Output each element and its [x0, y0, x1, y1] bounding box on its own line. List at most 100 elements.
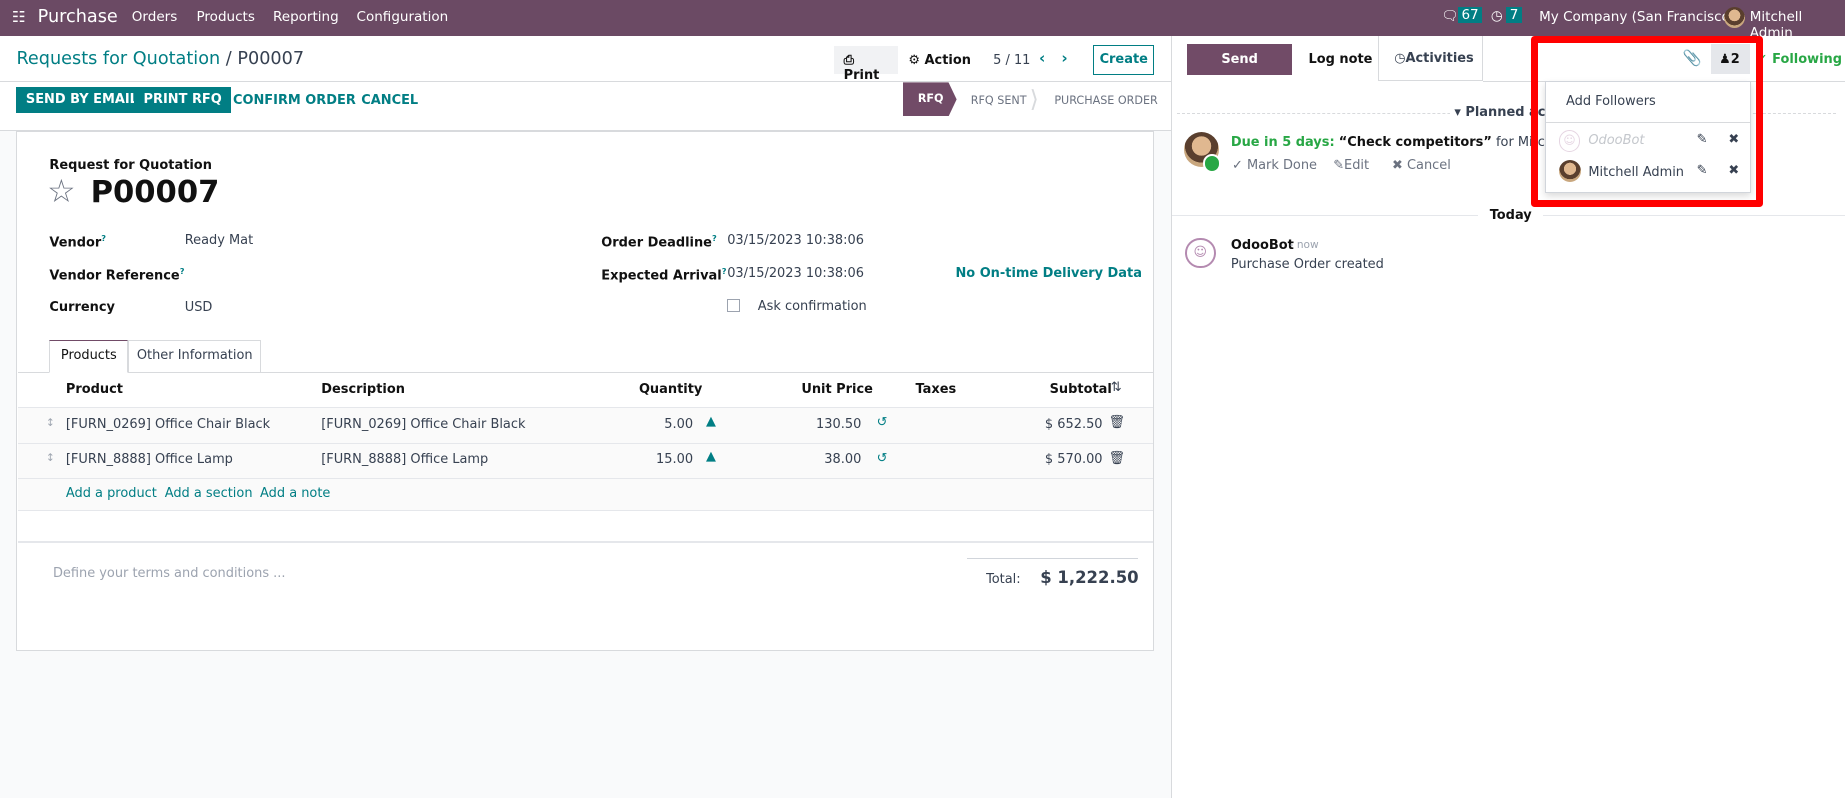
menu-configuration[interactable]: Configuration — [356, 9, 449, 26]
follower-avatar-mitchell — [1558, 159, 1582, 183]
top-navbar: ☷ Purchase Orders Products Reporting Con… — [0, 0, 1845, 41]
following-label: Following — [1772, 51, 1842, 67]
column-subtotal[interactable]: Subtotal — [1049, 382, 1112, 398]
stage-purchase-order[interactable]: PURCHASE ORDER — [1054, 94, 1158, 108]
record-name: P00007 — [90, 175, 220, 211]
expected-arrival-field[interactable]: 03/15/2023 10:38:06 — [727, 265, 864, 281]
product-cell[interactable]: [FURN_8888] Office Lamp — [65, 451, 233, 467]
remove-follower-icon[interactable]: ✖ — [1728, 131, 1740, 147]
message-author: OdooBot — [1230, 237, 1294, 253]
order-deadline-label: Order Deadline? — [601, 232, 717, 251]
activities-button[interactable]: ◷Activities — [1377, 36, 1483, 82]
pager-prev-icon[interactable]: ‹ — [1039, 49, 1046, 68]
app-name[interactable]: Purchase — [37, 7, 118, 28]
activity-clock-icon[interactable]: ◷ — [1490, 8, 1503, 25]
expected-arrival-label: Expected Arrival? — [601, 265, 727, 284]
edit-follower-icon[interactable]: ✎ — [1696, 131, 1708, 147]
breadcrumb-separator: / — [225, 49, 232, 70]
column-product[interactable]: Product — [65, 382, 123, 398]
reset-price-icon[interactable]: ↺ — [876, 415, 888, 431]
log-note-button[interactable]: Log note — [1308, 51, 1373, 67]
pager-next-icon[interactable]: › — [1061, 49, 1068, 68]
cancel-order-button[interactable]: CANCEL — [361, 92, 419, 108]
menu-reporting[interactable]: Reporting — [272, 9, 339, 26]
subtotal-cell: $ 570.00 — [1044, 451, 1103, 467]
table-row[interactable]: ↕ [FURN_8888] Office Lamp [FURN_8888] Of… — [17, 443, 1154, 479]
column-unit-price[interactable]: Unit Price — [801, 382, 873, 398]
user-avatar[interactable] — [1723, 7, 1746, 29]
terms-input[interactable]: Define your terms and conditions ... — [52, 565, 286, 581]
following-button[interactable]: ✓ Following — [1757, 52, 1842, 67]
stage-label: RFQ — [917, 92, 944, 106]
edit-follower-icon[interactable]: ✎ — [1696, 163, 1708, 179]
add-section-link[interactable]: Add a section — [164, 485, 253, 501]
quantity-cell[interactable]: 5.00 — [664, 416, 694, 432]
tab-other-information[interactable]: Other Information — [128, 340, 262, 373]
breadcrumb-current: P00007 — [237, 49, 305, 70]
vendor-field[interactable]: Ready Mat — [184, 232, 254, 248]
action-button[interactable]: ⚙ Action — [908, 53, 971, 68]
description-cell[interactable]: [FURN_8888] Office Lamp — [321, 451, 489, 467]
send-by-email-button[interactable]: SEND BY EMAIL — [16, 87, 148, 113]
followers-button[interactable]: ♟2 — [1710, 43, 1750, 75]
forecast-chart-icon[interactable]: ▲ — [706, 414, 716, 430]
table-row[interactable]: ↕ [FURN_0269] Office Chair Black [FURN_0… — [17, 408, 1154, 444]
stage-rfq-sent[interactable]: RFQ SENT — [970, 94, 1027, 108]
edit-activity-button[interactable]: ✎Edit — [1333, 157, 1370, 173]
add-line-row: Add a product Add a section Add a note — [17, 478, 1154, 511]
optional-columns-icon[interactable]: ⇅ — [1110, 380, 1122, 396]
form-subtitle: Request for Quotation — [49, 157, 212, 173]
menu-orders[interactable]: Orders — [131, 9, 178, 26]
create-button[interactable]: Create — [1093, 44, 1155, 76]
tab-products[interactable]: Products — [49, 340, 129, 373]
favorite-star-icon[interactable]: ☆ — [47, 174, 76, 211]
reset-price-icon[interactable]: ↺ — [876, 450, 888, 466]
cancel-activity-button[interactable]: ✖ Cancel — [1392, 157, 1451, 173]
column-taxes[interactable]: Taxes — [915, 382, 957, 398]
drag-handle-icon[interactable]: ↕ — [45, 416, 55, 429]
on-time-delivery-link[interactable]: No On-time Delivery Data — [955, 265, 1142, 281]
follower-mitchell-admin[interactable]: Mitchell Admin — [1588, 164, 1684, 180]
subtotal-cell: $ 652.50 — [1044, 416, 1103, 432]
remove-follower-icon[interactable]: ✖ — [1728, 163, 1740, 179]
mark-done-button[interactable]: ✓ Mark Done — [1232, 157, 1318, 173]
forecast-chart-icon[interactable]: ▲ — [706, 449, 716, 465]
print-label: Print — [843, 67, 880, 83]
menu-products[interactable]: Products — [196, 9, 255, 26]
add-product-link[interactable]: Add a product — [65, 485, 157, 501]
drag-handle-icon[interactable]: ↕ — [45, 451, 55, 464]
delete-row-icon[interactable]: 🗑 — [1108, 415, 1125, 431]
followers-dropdown: Add Followers ☺ OdooBot ✎ ✖ Mitchell Adm… — [1545, 81, 1751, 193]
column-quantity[interactable]: Quantity — [638, 382, 703, 398]
pager-value[interactable]: 5 / 11 — [993, 52, 1031, 68]
product-cell[interactable]: [FURN_0269] Office Chair Black — [65, 416, 271, 432]
delete-row-icon[interactable]: 🗑 — [1108, 450, 1125, 466]
action-label: Action — [924, 52, 971, 68]
breadcrumb-parent[interactable]: Requests for Quotation — [16, 49, 221, 70]
add-note-link[interactable]: Add a note — [260, 485, 331, 501]
column-description[interactable]: Description — [321, 382, 405, 398]
messages-icon[interactable]: 🗨 — [1441, 8, 1459, 25]
apps-menu-icon[interactable]: ☷ — [11, 8, 26, 27]
currency-field[interactable]: USD — [184, 300, 213, 316]
description-cell[interactable]: [FURN_0269] Office Chair Black — [321, 416, 526, 432]
order-deadline-field[interactable]: 03/15/2023 10:38:06 — [727, 232, 864, 248]
send-message-button[interactable]: Send message — [1187, 43, 1292, 98]
unit-price-cell[interactable]: 38.00 — [824, 451, 862, 467]
attachment-icon[interactable]: 📎 — [1682, 49, 1702, 68]
print-button[interactable]: ⎙ Print — [834, 45, 898, 83]
confirm-order-button[interactable]: CONFIRM ORDER — [232, 92, 356, 108]
print-rfq-button[interactable]: PRINT RFQ — [134, 87, 232, 113]
stage-rfq[interactable]: RFQ — [902, 82, 957, 117]
user-icon: ♟ — [1719, 51, 1731, 67]
activity-summary: Due in 5 days: “Check competitors” for M… — [1231, 135, 1549, 150]
quantity-cell[interactable]: 15.00 — [656, 451, 694, 467]
vendor-reference-field[interactable] — [185, 261, 538, 285]
ask-confirmation-checkbox[interactable] — [727, 298, 741, 312]
follower-avatar-odoobot: ☺ — [1558, 130, 1581, 152]
unit-price-cell[interactable]: 130.50 — [816, 416, 862, 432]
total-divider — [967, 557, 1138, 559]
add-followers-item[interactable]: Add Followers — [1566, 93, 1656, 109]
company-switcher[interactable]: My Company (San Francisco) — [1539, 9, 1736, 26]
follower-odoobot[interactable]: OdooBot — [1588, 132, 1645, 148]
